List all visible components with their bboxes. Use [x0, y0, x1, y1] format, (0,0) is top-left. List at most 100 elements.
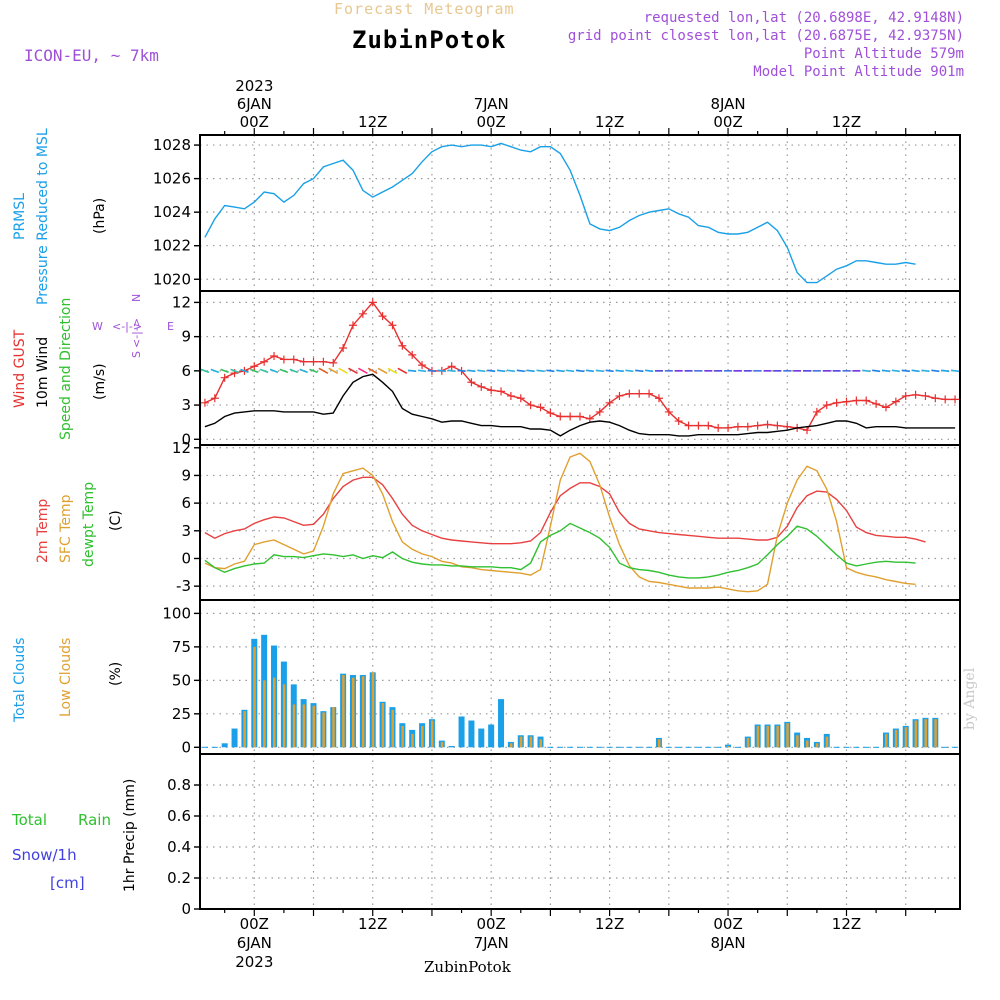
gust-marker — [260, 357, 269, 366]
wind-direction-arrow — [595, 369, 604, 373]
compass-arrow-vertical: <-|-> — [130, 318, 143, 348]
gust-marker — [743, 422, 752, 431]
gust-marker — [339, 344, 348, 353]
gust-marker — [901, 391, 910, 400]
wind-dir-label: Speed and Direction — [58, 298, 74, 440]
time-labels: 00Z6JAN00Z6JAN12Z12Z00Z7JAN00Z7JAN12Z12Z… — [235, 77, 861, 971]
low-clouds-bar — [825, 736, 829, 748]
top-hour-label: 12Z — [595, 113, 624, 131]
wind-direction-arrow — [309, 368, 318, 374]
low-clouds-bar — [914, 720, 918, 748]
meteogram-suptitle: Forecast Meteogram — [334, 0, 515, 18]
total-clouds-bar — [488, 724, 495, 748]
wind-direction-arrow — [891, 369, 900, 373]
wind-direction-arrow — [862, 369, 871, 373]
wind-direction-arrow — [397, 367, 408, 375]
wind-direction-arrow — [911, 369, 920, 373]
compass-south: S — [130, 351, 143, 358]
wind-direction-arrow — [516, 369, 525, 373]
gust-marker — [487, 386, 496, 395]
precip-ylabel: 1hr Precip (mm) — [122, 779, 138, 892]
bottom-day-label: 7JAN — [474, 934, 509, 952]
low-clouds-bar — [381, 703, 385, 748]
gust-marker — [635, 389, 644, 398]
gust-marker — [812, 407, 821, 416]
total-clouds-bar — [458, 716, 465, 748]
wind-direction-arrow — [585, 369, 594, 373]
wind-direction-arrow — [210, 368, 220, 374]
gust-marker — [506, 391, 515, 400]
bottom-hour-label: 12Z — [595, 915, 624, 933]
gust-marker — [497, 387, 506, 396]
y-tick-label: 3 — [181, 522, 191, 540]
gust-marker — [526, 401, 535, 410]
top-day-label: 6JAN — [237, 95, 272, 113]
gust-marker — [576, 412, 584, 421]
wind-direction-arrow — [348, 367, 358, 375]
gust-marker — [536, 403, 545, 412]
top-hour-label: 00Z — [713, 113, 742, 131]
compass-north: N — [130, 294, 143, 302]
y-tick-label: 0.8 — [167, 776, 191, 794]
low-clouds-bar — [322, 712, 325, 748]
low-clouds-bar — [342, 674, 345, 748]
compass-arrow-horizontal: <-|-> — [112, 320, 142, 333]
low-clouds-bar — [411, 733, 414, 748]
total-clouds-bar — [221, 743, 228, 748]
wind-direction-arrow — [872, 369, 881, 373]
gust-marker — [546, 409, 555, 418]
bottom-day-label: 6JAN — [237, 934, 272, 952]
gust-marker — [664, 407, 673, 416]
y-tick-label: 12 — [172, 439, 191, 457]
top-year-label: 2023 — [235, 77, 273, 95]
gust-label: Wind GUST — [12, 329, 28, 408]
wind-direction-arrow — [950, 369, 960, 373]
low-clouds-bar — [776, 725, 779, 748]
wind-direction-arrow — [467, 369, 476, 373]
wind-direction-arrow — [250, 368, 259, 374]
y-tick-label: 0 — [181, 430, 191, 448]
bottom-day-label: 8JAN — [710, 934, 745, 952]
gust-marker — [724, 423, 733, 432]
total-clouds-label: Total Clouds — [12, 638, 28, 723]
y-tick-label: 1024 — [153, 203, 191, 221]
model-altitude: Model Point Altitude 901m — [753, 64, 964, 80]
temp-2m-label: 2m Temp — [35, 499, 51, 563]
precip-cm-label: [cm] — [50, 874, 85, 892]
gust-marker — [763, 420, 772, 429]
gust-marker — [783, 422, 792, 431]
gust-marker — [951, 395, 960, 404]
wind-direction-arrow — [230, 368, 239, 374]
gust-marker — [684, 421, 693, 430]
y-tick-label: 9 — [181, 466, 191, 484]
wind-direction-arrow — [447, 369, 456, 373]
temp-2m-line — [204, 476, 926, 545]
temp-sfc-label: SFC Temp — [58, 494, 74, 563]
low-clouds-bar — [351, 677, 355, 748]
gust-marker — [220, 373, 229, 382]
low-clouds-bar — [253, 646, 256, 748]
tick-labels: 10201022102410261028036912-3036912025507… — [153, 128, 936, 918]
wind-direction-arrow — [615, 369, 624, 373]
gust-marker — [516, 394, 525, 403]
low-clouds-bar — [727, 745, 730, 748]
pressure-unit: (hPa) — [92, 198, 108, 234]
gust-marker — [319, 357, 328, 366]
gust-marker — [714, 423, 723, 432]
wind-direction-arrow — [457, 369, 466, 373]
gust-marker — [704, 421, 713, 430]
low-clouds-bar — [746, 737, 750, 748]
wind-label: 10m Wind — [35, 337, 51, 408]
low-clouds-bar — [440, 741, 444, 748]
gust-marker — [694, 421, 703, 430]
panel-frame — [199, 753, 961, 910]
total-clouds-bar — [468, 720, 475, 748]
gust-marker — [566, 412, 575, 421]
y-tick-label: 9 — [181, 328, 191, 346]
bottom-year-label: 2023 — [235, 953, 273, 971]
gust-marker — [368, 298, 377, 307]
gust-marker — [842, 397, 851, 406]
low-clouds-bar — [539, 739, 543, 748]
y-tick-label: 0.6 — [167, 807, 191, 825]
precip-rain-label: Rain — [78, 811, 111, 829]
